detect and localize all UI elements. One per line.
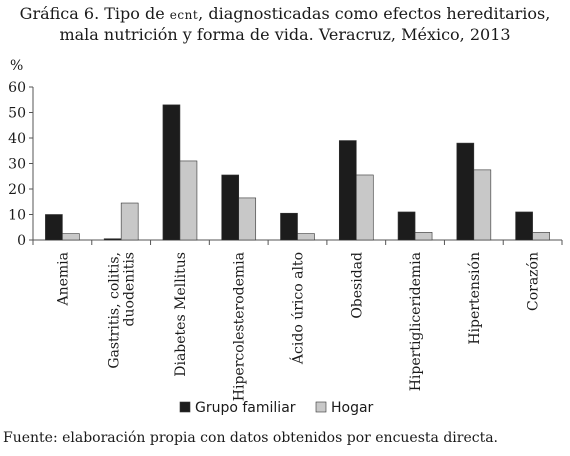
bar-grupo-familiar bbox=[456, 142, 475, 241]
bar-hogar bbox=[120, 202, 139, 241]
bar-grupo-familiar bbox=[280, 212, 298, 241]
legend-label-hogar: Hogar bbox=[331, 400, 374, 416]
y-axis-unit-label: % bbox=[10, 58, 23, 74]
bar-hogar bbox=[532, 232, 550, 241]
bar-grupo-familiar bbox=[397, 211, 416, 241]
bar-grupo-familiar bbox=[221, 174, 240, 241]
bar-hogar bbox=[473, 169, 492, 241]
bar-grupo-familiar bbox=[515, 211, 533, 241]
category-label: Hipertensión bbox=[467, 252, 483, 345]
bar-hogar bbox=[414, 232, 433, 241]
y-tick-label: 0 bbox=[17, 233, 26, 249]
chart-title-line1: Gráfica 6. Tipo de ecnt, diagnosticadas … bbox=[19, 4, 551, 23]
y-tick-label: 20 bbox=[8, 182, 26, 198]
y-tick-label: 50 bbox=[8, 106, 26, 122]
chart-legend: Grupo familiar Hogar bbox=[179, 400, 374, 416]
category-label: duodenitis bbox=[122, 252, 138, 326]
legend-label-grupo-familiar: Grupo familiar bbox=[195, 400, 296, 416]
bar-grupo-familiar bbox=[103, 238, 122, 241]
y-tick-label: 40 bbox=[8, 131, 26, 147]
chart-category-labels: Anemia Gastritis, colitis, duodenitis Diabe… bbox=[55, 252, 541, 401]
category-label: Corazón bbox=[526, 252, 542, 311]
legend-swatch-grupo-familiar bbox=[179, 401, 191, 413]
chart-title-line2: mala nutrición y forma de vida. Veracruz… bbox=[59, 25, 511, 44]
bar-hogar bbox=[179, 160, 198, 241]
category-label: Anemia bbox=[55, 252, 71, 307]
bar-grupo-familiar bbox=[338, 140, 357, 241]
bar-grupo-familiar bbox=[162, 104, 181, 241]
category-label: Hipercolesterodemia bbox=[232, 252, 248, 401]
bar-hogar bbox=[62, 233, 80, 241]
category-label: Diabetes Mellitus bbox=[173, 252, 189, 377]
bar-hogar bbox=[297, 233, 315, 241]
legend-swatch-hogar bbox=[315, 401, 327, 413]
bar-grupo-familiar bbox=[45, 214, 63, 241]
category-label: Ácido úrico alto bbox=[289, 252, 307, 365]
y-tick-label: 30 bbox=[8, 157, 26, 173]
y-tick-label: 10 bbox=[8, 208, 26, 224]
category-label: Gastritis, colitis, bbox=[107, 252, 123, 369]
y-tick-label: 60 bbox=[8, 80, 26, 96]
bar-hogar bbox=[238, 197, 257, 241]
chart-title: Gráfica 6. Tipo de ecnt, diagnosticadas … bbox=[0, 4, 570, 45]
chart-bars bbox=[45, 104, 550, 241]
source-footnote: Fuente: elaboración propia con datos obt… bbox=[3, 430, 499, 446]
category-label: Obesidad bbox=[349, 252, 365, 319]
category-label: Hipertigliceridemia bbox=[408, 252, 424, 391]
bar-hogar bbox=[355, 174, 374, 241]
